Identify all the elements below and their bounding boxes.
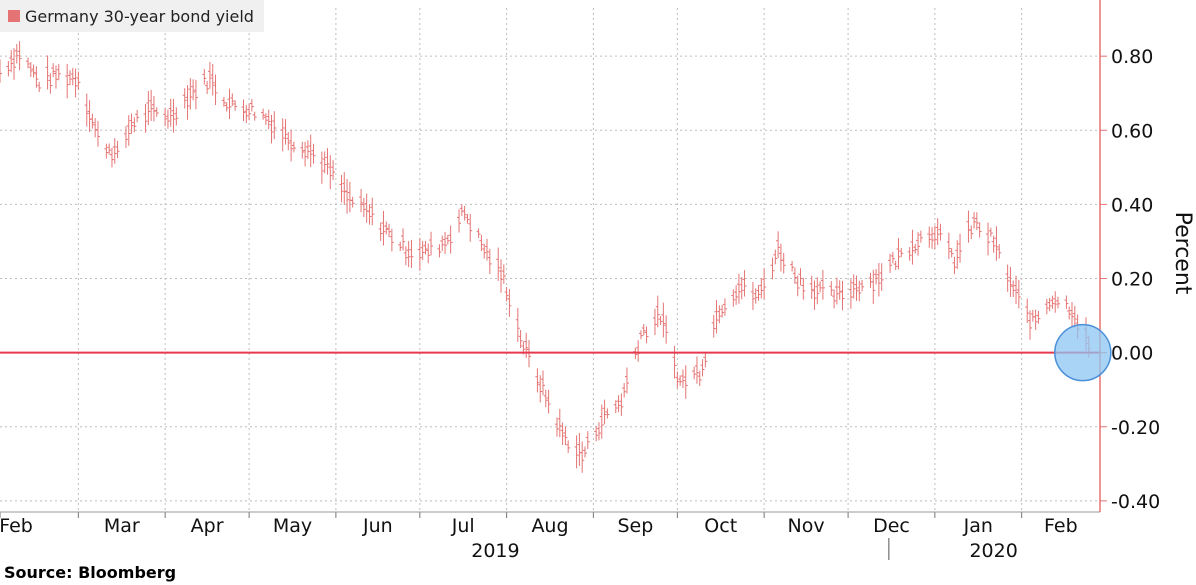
x-tick-label: Sep (617, 515, 653, 537)
y-tick-label: 0.40 (1111, 194, 1153, 216)
x-tick-label: Mar (104, 515, 140, 537)
annotation-layer (1054, 323, 1112, 382)
x-tick-label: Dec (873, 515, 910, 537)
axis-layer: 0.80 0.60 0.40 0.20 0.00 -0.20 -0.40 Feb Mar Apr M… (0, 0, 1195, 562)
legend: Germany 30-year bond yield (0, 0, 264, 32)
y-tick-label: -0.20 (1111, 417, 1160, 439)
x-tick-label: Aug (531, 515, 568, 537)
x-tick-label: Feb (1044, 515, 1078, 537)
x-tick-label: Feb (0, 515, 33, 537)
x-tick-label: Nov (788, 515, 825, 537)
y-axis-label: Percent (1170, 212, 1195, 295)
year-label: 2019 (471, 540, 519, 562)
series-layer (0, 41, 1091, 473)
x-tick-label: Jul (451, 515, 475, 537)
x-tick-label: Apr (191, 515, 224, 537)
x-tick-label: Jan (963, 515, 993, 537)
x-tick-label: Oct (704, 515, 737, 537)
year-label: 2020 (969, 540, 1017, 562)
y-tick-label: -0.40 (1111, 491, 1160, 513)
legend-label: Germany 30-year bond yield (25, 6, 254, 26)
x-tick-label: Jun (362, 515, 393, 537)
grid-layer (0, 8, 1100, 512)
y-tick-label: 0.80 (1111, 46, 1153, 68)
x-tick-label: May (273, 515, 312, 537)
y-tick-label: 0.20 (1111, 269, 1153, 291)
y-tick-label: 0.60 (1111, 120, 1153, 142)
y-tick-label: 0.00 (1111, 343, 1153, 365)
legend-swatch (8, 10, 20, 22)
highlight-circle (1054, 323, 1112, 382)
source-note: Source: Bloomberg (4, 563, 177, 582)
